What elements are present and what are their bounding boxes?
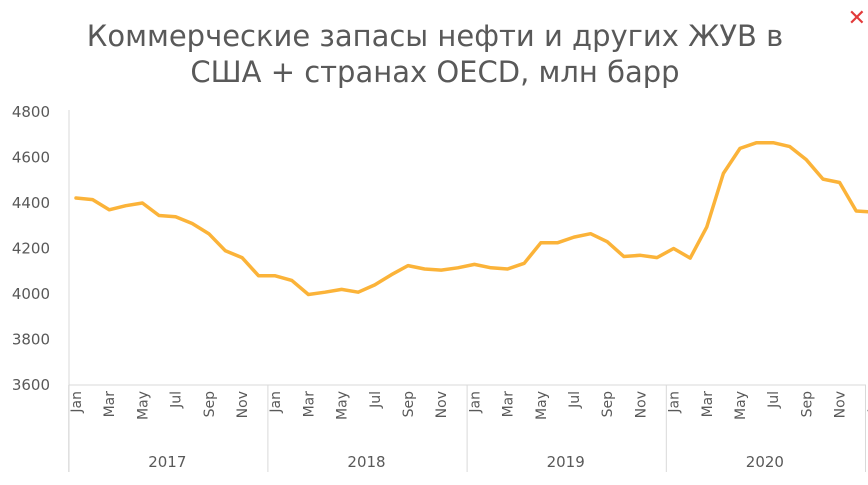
x-tick-label: Mar [301,391,317,418]
chart-title-line-2: США + странах OECD, млн барр [190,55,680,89]
y-tick-label: 3600 [12,376,50,394]
y-tick-label: 4200 [12,240,50,258]
x-tick-label: Mar [501,391,517,418]
y-tick-label: 4600 [12,149,50,167]
x-tick-label: Sep [799,391,815,418]
x-tick-label: Nov [833,391,849,418]
x-tick-label: May [335,391,351,420]
x-tick-label: Nov [235,391,251,418]
x-tick-label: Mar [102,391,118,418]
x-tick-label: May [135,391,151,420]
x-tick-label: Jul [567,391,583,409]
x-tick-label: Jan [268,391,284,414]
y-tick-label: 4400 [12,194,50,212]
year-label: 2017 [148,453,186,471]
series-line [74,140,868,297]
year-label: 2019 [547,453,585,471]
x-tick-label: Jan [866,391,868,414]
x-tick-label: Mar [700,391,716,418]
chart-title-line-1: Коммерческие запасы нефти и других ЖУВ в [86,19,784,53]
close-icon[interactable]: ✕ [847,6,866,31]
x-tick-label: Jul [766,391,782,409]
x-tick-label: Jan [667,391,683,414]
x-tick-label: Jan [69,391,85,414]
chart-title: Коммерческие запасы нефти и других ЖУВ в… [40,18,830,90]
x-tick-label: Sep [401,391,417,418]
y-tick-label: 3800 [12,331,50,349]
x-tick-label: May [733,391,749,420]
y-tick-label: 4000 [12,285,50,303]
year-label: 2020 [746,453,784,471]
x-tick-label: Sep [600,391,616,418]
x-tick-label: Nov [434,391,450,418]
y-tick-label: 4800 [12,103,50,121]
x-tick-label: Nov [633,391,649,418]
x-tick-label: Jan [467,391,483,414]
x-tick-label: Jul [368,391,384,409]
year-label: 2018 [347,453,385,471]
x-tick-label: Jul [169,391,185,409]
x-tick-label: Sep [202,391,218,418]
x-tick-label: May [534,391,550,420]
